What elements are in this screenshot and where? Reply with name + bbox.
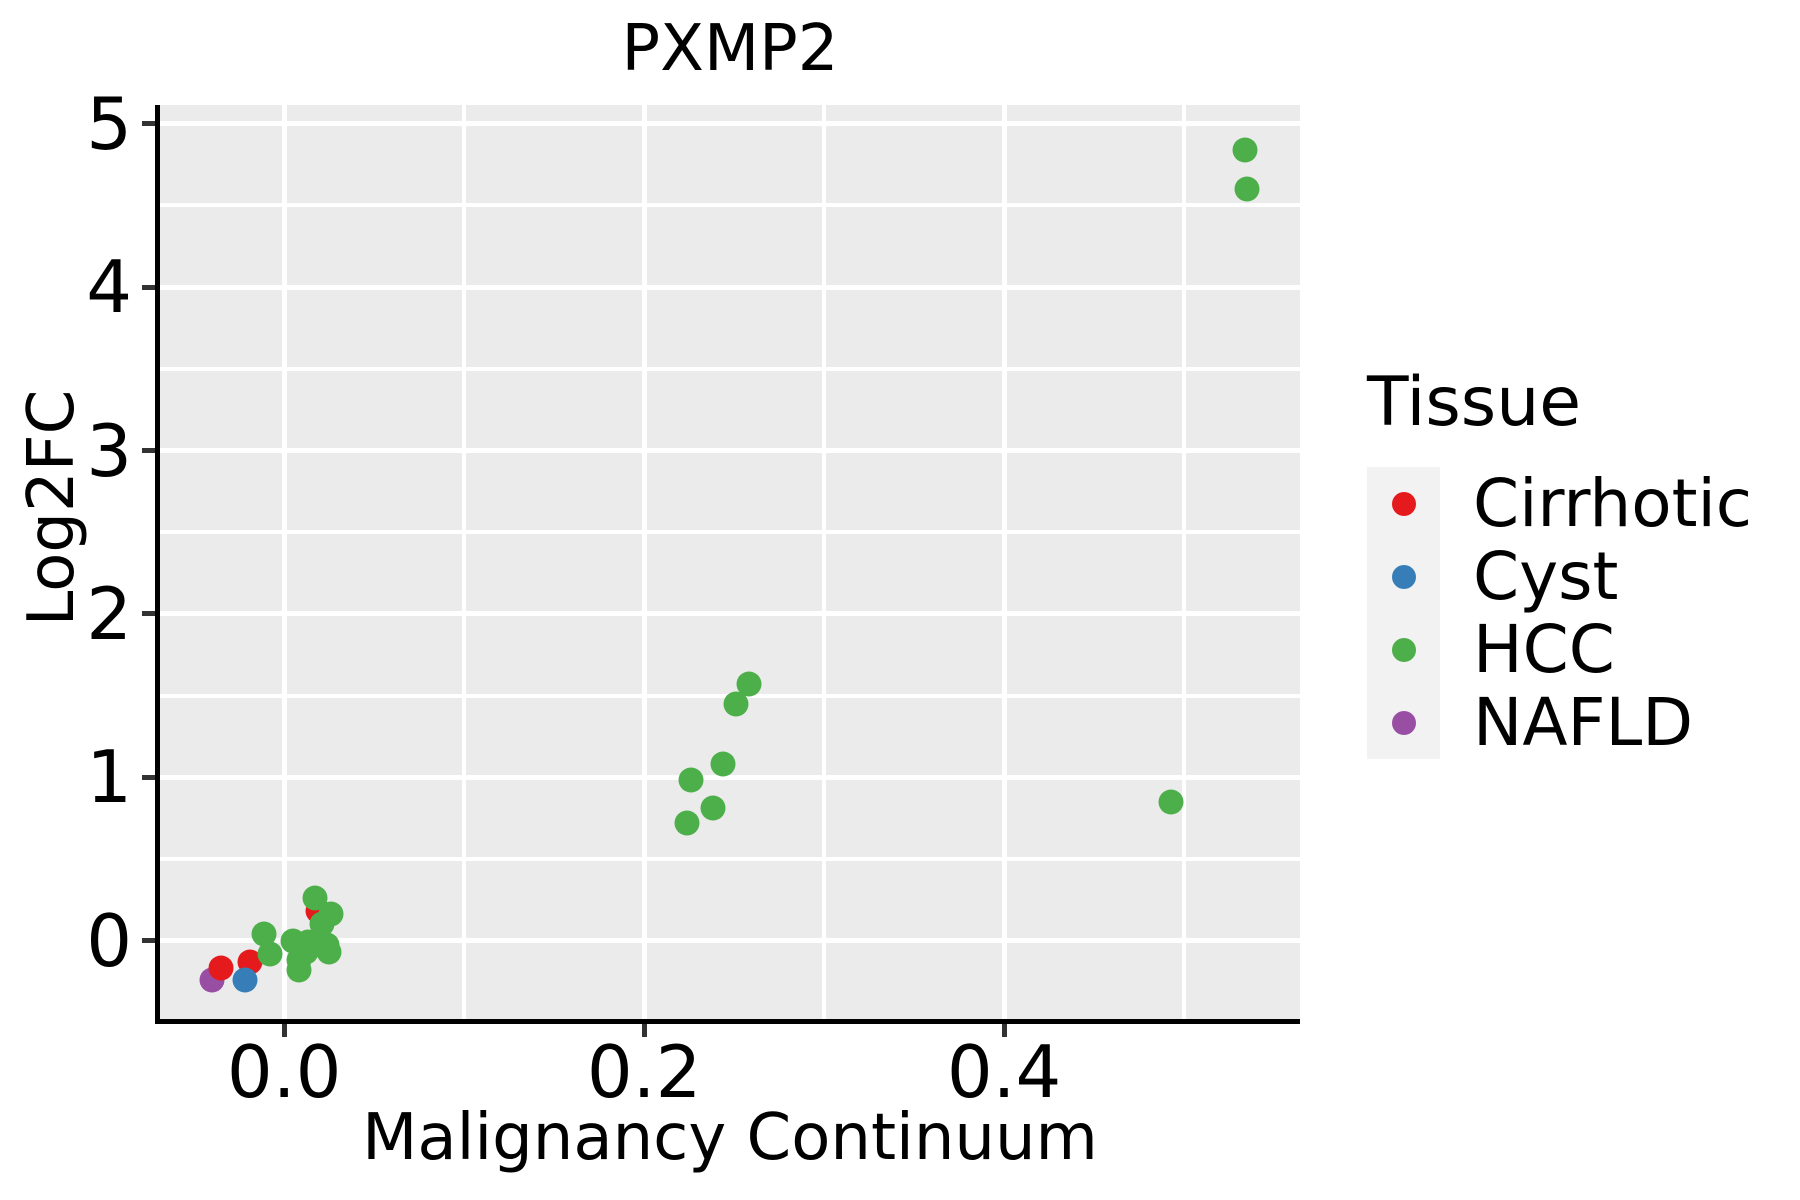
minor-gridline-y xyxy=(160,203,1300,208)
data-point-hcc xyxy=(309,911,335,937)
data-point-hcc xyxy=(1232,137,1258,163)
x-tick-label: 0.4 xyxy=(946,1030,1062,1114)
legend-label-cirrhotic: Cirrhotic xyxy=(1473,465,1753,542)
plot-title: PXMP2 xyxy=(621,12,839,86)
major-gridline-y xyxy=(160,121,1300,127)
data-point-hcc xyxy=(710,751,736,777)
major-gridline-x xyxy=(281,105,287,1019)
minor-gridline-x xyxy=(462,105,467,1019)
data-point-hcc xyxy=(678,767,704,793)
y-tick-label: 0 xyxy=(86,898,132,983)
data-point-hcc xyxy=(293,939,319,965)
legend-item-nafld: NAFLD xyxy=(1367,686,1752,759)
legend-key-nafld xyxy=(1367,686,1440,759)
y-tick-mark xyxy=(142,284,155,290)
y-axis-line xyxy=(155,105,160,1024)
legend-dot-cirrhotic-icon xyxy=(1391,491,1416,516)
y-tick-mark xyxy=(142,611,155,617)
legend-item-cirrhotic: Cirrhotic xyxy=(1367,467,1752,540)
x-tick-label: 0.2 xyxy=(586,1030,702,1114)
x-tick-mark xyxy=(1001,1024,1007,1037)
legend-items: Cirrhotic Cyst HCC NAFLD xyxy=(1367,467,1752,759)
minor-gridline-x xyxy=(822,105,827,1019)
data-point-cyst xyxy=(232,967,258,993)
data-point-hcc xyxy=(257,941,283,967)
y-tick-mark xyxy=(142,938,155,944)
minor-gridline-x xyxy=(1182,105,1187,1019)
y-tick-label: 2 xyxy=(86,571,132,656)
legend-item-hcc: HCC xyxy=(1367,613,1752,686)
legend-label-nafld: NAFLD xyxy=(1473,684,1694,761)
minor-gridline-y xyxy=(160,366,1300,371)
major-gridline-y xyxy=(160,448,1300,453)
major-gridline-y xyxy=(160,284,1300,290)
data-point-hcc xyxy=(736,671,762,697)
x-tick-mark xyxy=(281,1024,287,1037)
y-tick-label: 1 xyxy=(86,735,132,820)
data-point-cirrhotic xyxy=(208,955,234,981)
legend-key-hcc xyxy=(1367,613,1440,686)
data-point-hcc xyxy=(700,795,726,821)
minor-gridline-y xyxy=(160,530,1300,535)
y-tick-label: 3 xyxy=(86,408,132,493)
y-tick-mark xyxy=(142,448,155,453)
x-tick-label: 0.0 xyxy=(226,1030,342,1114)
major-gridline-x xyxy=(1001,105,1007,1019)
plot-panel xyxy=(160,105,1300,1019)
data-point-hcc xyxy=(674,810,700,836)
legend-label-hcc: HCC xyxy=(1473,611,1615,688)
major-gridline-x xyxy=(641,105,647,1019)
legend-title: Tissue xyxy=(1367,363,1582,442)
legend-label-cyst: Cyst xyxy=(1473,538,1619,615)
major-gridline-y xyxy=(160,611,1300,617)
x-axis-line xyxy=(155,1019,1300,1024)
minor-gridline-y xyxy=(160,856,1300,861)
data-point-hcc xyxy=(316,939,342,965)
legend-item-cyst: Cyst xyxy=(1367,540,1752,613)
y-tick-label: 4 xyxy=(86,245,132,330)
legend-dot-nafld-icon xyxy=(1391,710,1416,735)
major-gridline-y xyxy=(160,774,1300,780)
data-point-hcc xyxy=(1158,789,1184,815)
legend: Tissue Cirrhotic Cyst HCC NAFLD xyxy=(1367,369,1752,759)
x-tick-mark xyxy=(641,1024,647,1037)
legend-key-cyst xyxy=(1367,540,1440,613)
y-tick-mark xyxy=(142,121,155,127)
major-gridline-y xyxy=(160,938,1300,944)
legend-key-cirrhotic xyxy=(1367,467,1440,540)
legend-dot-cyst-icon xyxy=(1391,564,1416,589)
data-point-hcc xyxy=(1234,176,1260,202)
y-tick-mark xyxy=(142,774,155,780)
legend-dot-hcc-icon xyxy=(1391,637,1416,662)
x-axis-title: Malignancy Continuum xyxy=(362,1101,1098,1175)
y-tick-label: 5 xyxy=(86,81,132,166)
